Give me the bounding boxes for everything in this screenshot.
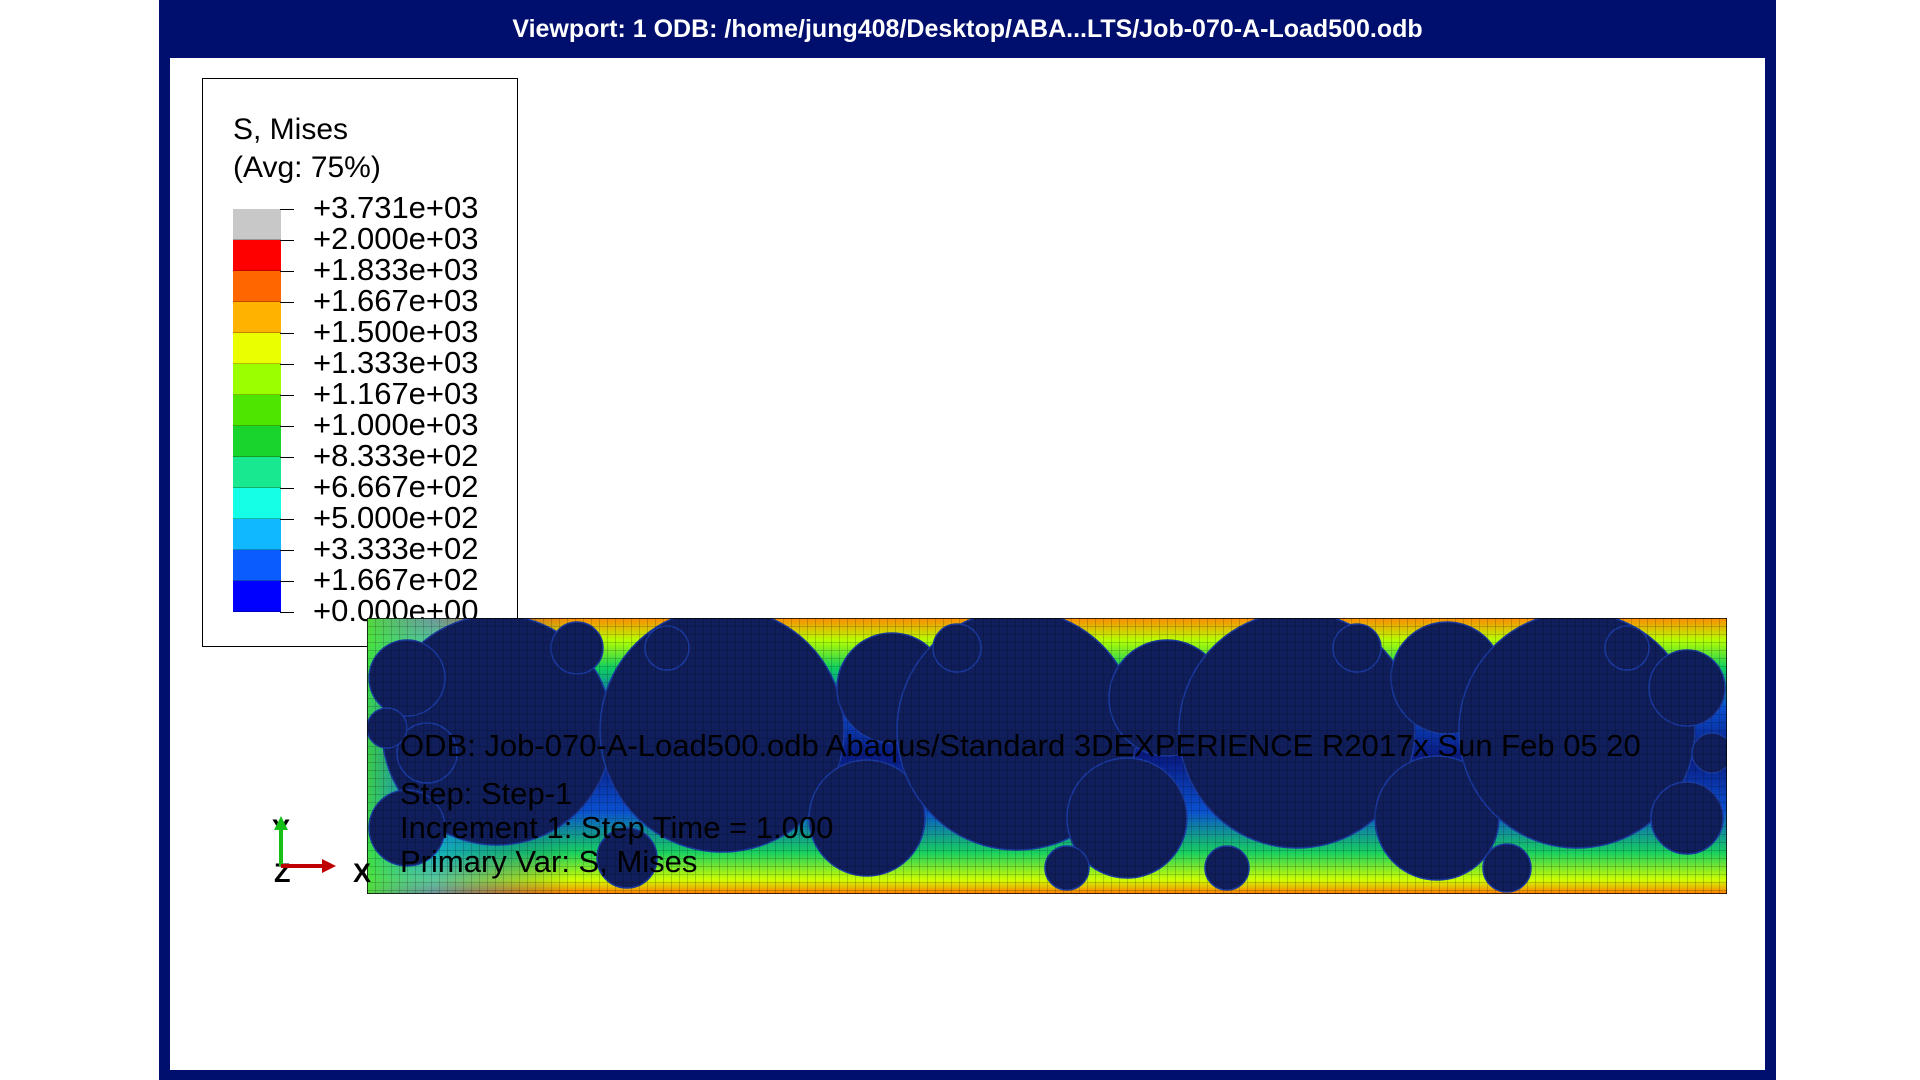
legend-label: +1.667e+02 [313,562,479,597]
contour-legend: S, Mises (Avg: 75%) +3.731e+03 +2.000e+03… [202,78,518,647]
legend-color-bands [233,209,281,612]
legend-tick [280,240,294,241]
legend-title: S, Mises [233,113,349,146]
legend-label: +1.500e+03 [313,314,479,349]
step-info: Step: Step-1 [400,776,573,811]
legend-label: +1.667e+03 [313,283,479,318]
odb-info-line: ODB: Job-070-A-Load500.odb Abaqus/Standa… [400,728,1641,763]
legend-band [233,271,281,302]
legend-band [233,426,281,457]
legend-band [233,333,281,364]
legend-tick [280,364,294,365]
legend-tick [280,519,294,520]
legend-band [233,488,281,519]
legend-label: +6.667e+02 [313,469,479,504]
legend-tick [280,426,294,427]
legend-label: +1.833e+03 [313,252,479,287]
legend-label: +3.333e+02 [313,531,479,566]
legend-tick [280,271,294,272]
viewport-title: Viewport: 1 ODB: /home/jung408/Desktop/A… [512,15,1423,43]
legend-band [233,240,281,271]
legend-band [233,395,281,426]
legend-tick [280,488,294,489]
legend-tick [280,550,294,551]
viewport-canvas[interactable]: S, Mises (Avg: 75%) +3.731e+03 +2.000e+03… [170,58,1765,1070]
legend-band [233,519,281,550]
legend-band [233,209,281,240]
legend-label: +8.333e+02 [313,438,479,473]
legend-label: +1.167e+03 [313,376,479,411]
legend-tick [280,333,294,334]
legend-tick [280,395,294,396]
triad-x-label: X [353,858,372,888]
legend-label: +1.333e+03 [313,345,479,380]
legend-tick [280,581,294,582]
legend-tick [280,302,294,303]
legend-label: +1.000e+03 [313,407,479,442]
triad-arrows [274,816,336,873]
legend-tick [280,612,294,613]
legend-tick [280,209,294,210]
viewport-frame: Viewport: 1 ODB: /home/jung408/Desktop/A… [159,0,1776,1080]
legend-band [233,550,281,581]
legend-label: +3.731e+03 [313,190,479,225]
primary-var-info: Primary Var: S, Mises [400,844,698,879]
legend-band [233,581,281,612]
increment-info: Increment 1: Step Time = 1.000 [400,810,834,845]
legend-band [233,302,281,333]
legend-label: +2.000e+03 [313,221,479,256]
model-contour-plot[interactable] [367,618,1727,894]
legend-band [233,457,281,488]
mesh-overlay [367,618,1727,894]
legend-subtitle: (Avg: 75%) [233,151,381,184]
legend-tick [280,457,294,458]
legend-band [233,364,281,395]
legend-label: +5.000e+02 [313,500,479,535]
